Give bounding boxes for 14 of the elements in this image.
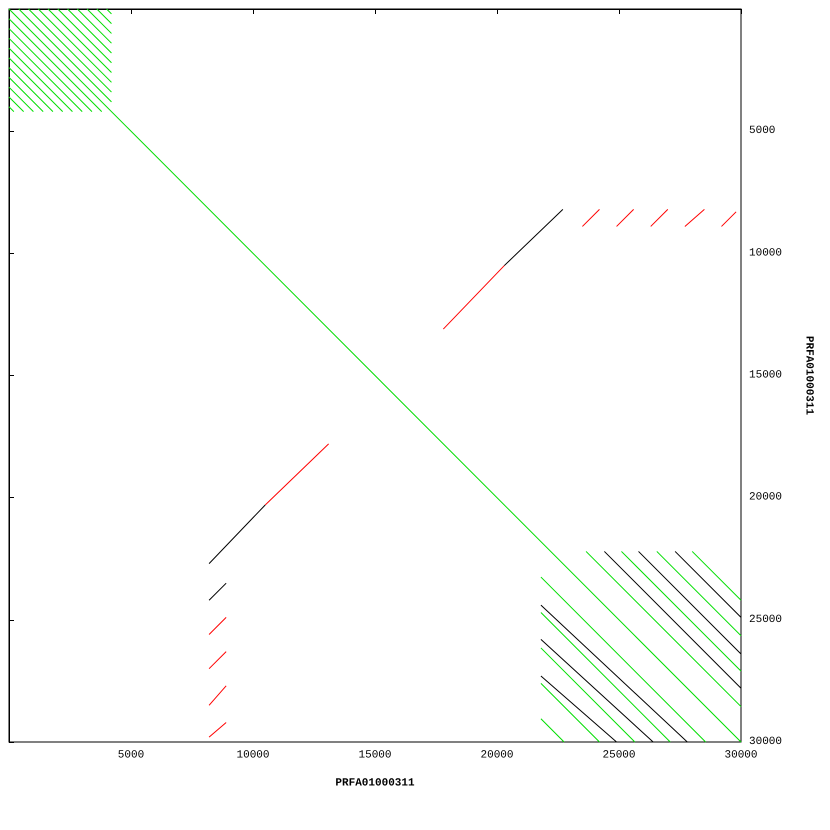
x-tick-label: 10000 (236, 750, 270, 762)
x-tick-label: 25000 (602, 750, 636, 762)
x-tick-label: 20000 (480, 750, 514, 762)
y-axis-title: PRFA01000311 (802, 336, 814, 416)
x-tick-label: 15000 (358, 750, 392, 762)
y-tick-label: 15000 (749, 370, 782, 382)
x-axis-title: PRFA01000311 (335, 778, 415, 790)
x-tick-label: 5000 (118, 750, 144, 762)
y-tick-label: 10000 (749, 247, 782, 260)
x-tick-label: 30000 (724, 750, 758, 762)
y-tick-label: 20000 (749, 492, 782, 504)
y-tick-label: 5000 (749, 125, 776, 138)
y-tick-label: 25000 (749, 614, 782, 626)
y-tick-label: 30000 (749, 736, 782, 748)
